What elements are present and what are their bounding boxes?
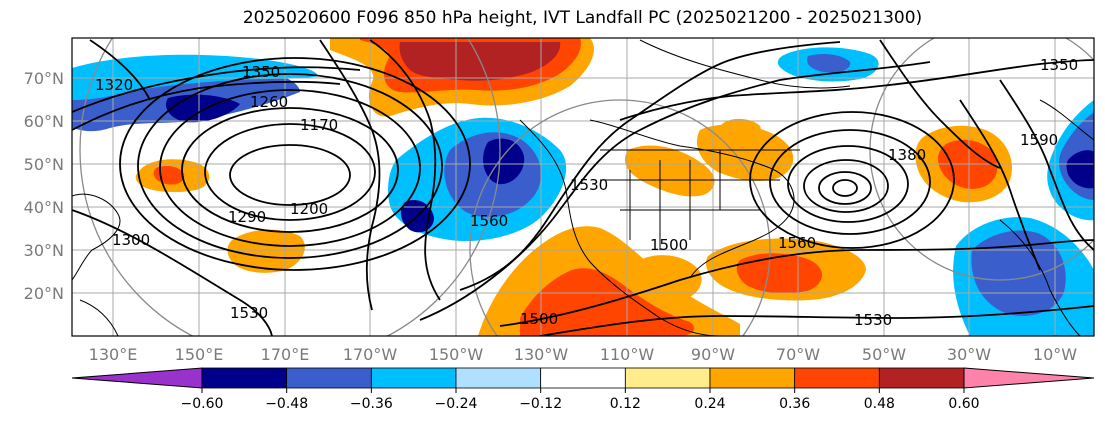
contour-label: 1350 — [1040, 56, 1078, 74]
colorbar-tick-label: −0.48 — [265, 396, 308, 412]
colorbar: −0.60 −0.48 −0.36 −0.24 −0.12 0.12 0.24 0.36 0.4… — [71, 367, 1095, 412]
contour-label: 1530 — [230, 304, 268, 322]
contour-label: 1350 — [242, 63, 280, 81]
lon-label: 110°W — [600, 345, 655, 364]
colorbar-tick-label: −0.36 — [350, 396, 393, 412]
colorbar-swatch — [624, 367, 711, 389]
contour-label: 1170 — [300, 116, 338, 134]
colorbar-tick-label: 0.12 — [610, 396, 641, 412]
lon-label: 50°W — [862, 345, 906, 364]
contour-labels: 1350 1260 1170 1290 1200 1300 1560 1500 … — [95, 56, 1078, 329]
latitude-labels: 70°N 60°N 50°N 40°N 30°N 20°N — [24, 69, 64, 303]
contour-label: 1300 — [112, 231, 150, 249]
colorbar-swatch — [370, 367, 457, 389]
lon-label: 30°W — [947, 345, 991, 364]
colorbar-tick-label: 0.48 — [864, 396, 895, 412]
colorbar-swatch — [878, 367, 965, 389]
lon-label: 150°W — [429, 345, 484, 364]
map-title: 2025020600 F096 850 hPa height, IVT Land… — [242, 8, 923, 28]
colorbar-tick-label: 0.60 — [948, 396, 979, 412]
shade-negdark-nepac — [483, 138, 525, 185]
coastlines — [72, 39, 1094, 336]
height-contours — [72, 39, 1094, 336]
colorbar-tick-label: −0.24 — [435, 396, 478, 412]
shade-posstrong-atl — [736, 253, 822, 294]
map-frame — [71, 37, 1095, 337]
colorbar-swatch — [794, 367, 880, 389]
contour-label: 1500 — [650, 236, 688, 254]
colorbar-swatch — [286, 367, 372, 389]
colorbar-swatch — [540, 367, 626, 389]
lat-label: 40°N — [24, 198, 64, 217]
lat-label: 30°N — [24, 241, 64, 260]
lat-label: 50°N — [24, 155, 64, 174]
lon-label: 170°E — [261, 345, 310, 364]
colorbar-swatch — [709, 367, 796, 389]
lat-label: 70°N — [24, 69, 64, 88]
contour-label: 1500 — [520, 310, 558, 328]
lon-label: 150°E — [175, 345, 224, 364]
lat-label: 60°N — [24, 112, 64, 131]
shade-negmid-iceland — [806, 54, 851, 73]
colorbar-tick-label: 0.36 — [779, 396, 810, 412]
shade-negdark-europe — [1066, 150, 1094, 189]
lon-label: 70°W — [776, 345, 820, 364]
contour-label: 1530 — [570, 176, 608, 194]
longitude-labels: 130°E 150°E 170°E 170°W 150°W 130°W 110°… — [89, 345, 1078, 364]
colorbar-tick-label: −0.60 — [181, 396, 224, 412]
shade-pos-canada — [721, 118, 761, 141]
contour-label: 1560 — [778, 234, 816, 252]
lon-label: 90°W — [691, 345, 735, 364]
contour-label: 1290 — [228, 208, 266, 226]
shade-negmid-seatl — [971, 230, 1066, 316]
colorbar-under-arrow — [71, 367, 203, 389]
colorbar-swatch — [201, 367, 288, 389]
contour-label: 1530 — [854, 311, 892, 329]
lon-label: 170°W — [343, 345, 398, 364]
contour-label: 1560 — [470, 212, 508, 230]
lon-label: 10°W — [1033, 345, 1077, 364]
lat-label: 20°N — [24, 284, 64, 303]
shade-pos-conus — [624, 145, 715, 197]
contour-label: 1590 — [1020, 131, 1058, 149]
colorbar-over-arrow — [963, 367, 1095, 389]
contour-label: 1200 — [290, 200, 328, 218]
range-rings — [79, 38, 1094, 336]
lon-label: 130°W — [514, 345, 569, 364]
colorbar-tick-label: −0.12 — [519, 396, 562, 412]
contour-label: 1320 — [95, 76, 133, 94]
contour-label: 1380 — [888, 146, 926, 164]
contour-label: 1260 — [250, 93, 288, 111]
colorbar-swatch — [455, 367, 542, 389]
lon-label: 130°E — [89, 345, 138, 364]
colorbar-tick-label: 0.24 — [694, 396, 725, 412]
